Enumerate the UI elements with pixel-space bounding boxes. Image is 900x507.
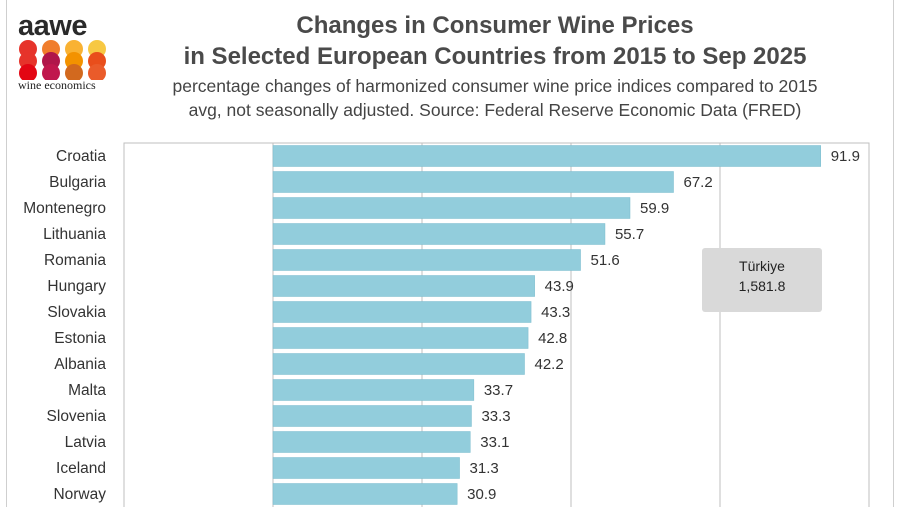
- bar-bulgaria: [272, 171, 674, 193]
- value-label: 91.9: [831, 148, 860, 165]
- chart-title-line-2: in Selected European Countries from 2015…: [183, 43, 807, 70]
- bar-slovakia: [272, 301, 532, 323]
- bar-romania: [272, 249, 581, 271]
- value-label: 42.8: [538, 330, 567, 347]
- category-label: Lithuania: [43, 226, 106, 243]
- chart-subtitle-line-1: percentage changes of harmonized consume…: [172, 76, 818, 96]
- value-label: 33.3: [481, 408, 510, 425]
- turkiye-annotation: Türkiye 1,581.8: [702, 248, 822, 312]
- value-label: 33.7: [484, 382, 513, 399]
- value-label: 59.9: [640, 200, 669, 217]
- bar-slovenia: [272, 405, 472, 427]
- aawe-logo: aawe wine economics: [14, 8, 124, 98]
- chart-subtitle-line-2: avg, not seasonally adjusted. Source: Fe…: [188, 100, 802, 120]
- value-label: 51.6: [591, 252, 620, 269]
- chart-title-line-1: Changes in Consumer Wine Prices: [296, 12, 694, 39]
- logo-name: aawe: [18, 10, 87, 42]
- value-label: 55.7: [615, 226, 644, 243]
- value-label: 42.2: [535, 356, 564, 373]
- frame-left-border: [6, 0, 7, 507]
- bar-iceland: [272, 457, 460, 479]
- bar-latvia: [272, 431, 471, 453]
- category-label: Bulgaria: [49, 174, 106, 191]
- bar-malta: [272, 379, 475, 401]
- bar-estonia: [272, 327, 529, 349]
- value-label: 33.1: [480, 434, 509, 451]
- chart-title: Changes in Consumer Wine Prices in Selec…: [150, 10, 840, 72]
- frame-right-border: [893, 0, 894, 507]
- value-label: 43.9: [545, 278, 574, 295]
- value-label: 43.3: [541, 304, 570, 321]
- category-label: Hungary: [47, 278, 106, 295]
- category-label: Romania: [44, 252, 106, 269]
- bar-albania: [272, 353, 525, 375]
- category-label: Slovakia: [47, 304, 106, 321]
- logo-dot: [88, 64, 106, 80]
- logo-dot: [19, 64, 37, 80]
- value-label: 67.2: [684, 174, 713, 191]
- logo-dot: [42, 64, 60, 80]
- logo-dot: [65, 64, 83, 80]
- category-label: Norway: [53, 486, 106, 503]
- category-label: Malta: [68, 382, 106, 399]
- category-label: Albania: [54, 356, 106, 373]
- annotation-label: Türkiye: [739, 258, 785, 274]
- category-label: Estonia: [54, 330, 106, 347]
- logo-dots: [19, 40, 106, 80]
- chart-subtitle: percentage changes of harmonized consume…: [130, 74, 860, 122]
- category-label: Iceland: [56, 460, 106, 477]
- value-label: 31.3: [470, 460, 499, 477]
- bar-norway: [272, 483, 458, 505]
- value-label: 30.9: [467, 486, 496, 503]
- bar-croatia: [272, 145, 821, 167]
- category-label: Latvia: [65, 434, 107, 451]
- category-label: Montenegro: [23, 200, 106, 217]
- annotation-value: 1,581.8: [738, 278, 786, 294]
- bar-lithuania: [272, 223, 606, 245]
- logo-tagline: wine economics: [18, 78, 96, 92]
- category-label: Slovenia: [47, 408, 107, 425]
- bar-hungary: [272, 275, 535, 297]
- category-label: Croatia: [56, 148, 106, 165]
- bar-montenegro: [272, 197, 631, 219]
